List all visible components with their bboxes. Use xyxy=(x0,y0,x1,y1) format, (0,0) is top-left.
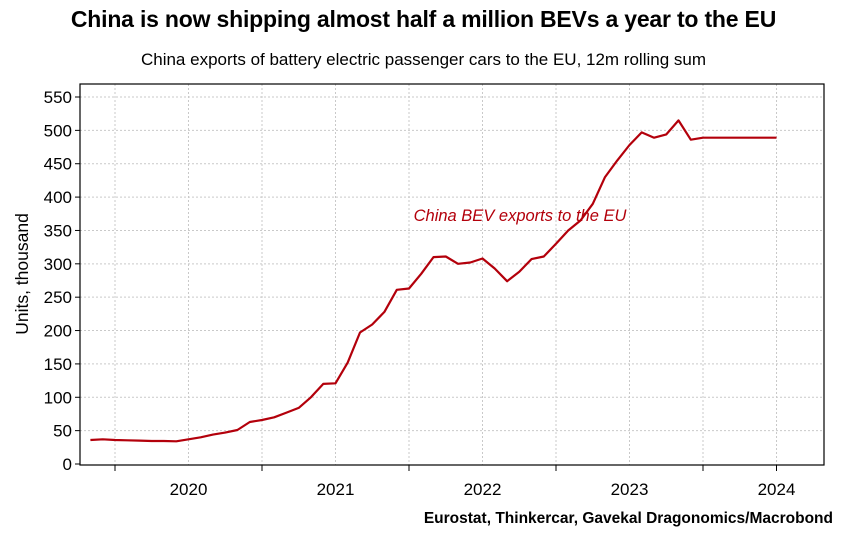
plot-frame xyxy=(79,83,825,466)
y-tick-label: 350 xyxy=(44,221,72,240)
y-tick-label: 150 xyxy=(44,355,72,374)
series-annotation: China BEV exports to the EU xyxy=(414,207,627,225)
x-axis: 2020 2021 2022 2023 2024 xyxy=(114,465,796,499)
x-tick-label: 2024 xyxy=(758,480,796,499)
y-tick-label: 300 xyxy=(44,255,72,274)
y-tick-label: 100 xyxy=(44,388,72,407)
y-tick-label: 250 xyxy=(44,288,72,307)
y-tick-label: 550 xyxy=(44,88,72,107)
x-tick-label: 2020 xyxy=(170,480,208,499)
y-tick-label: 400 xyxy=(44,188,72,207)
chart-subtitle: China exports of battery electric passen… xyxy=(140,50,707,69)
grid-lines xyxy=(80,84,824,465)
x-tick-label: 2022 xyxy=(464,480,502,499)
y-axis-label: Units, thousand xyxy=(12,213,32,335)
y-tick-label: 50 xyxy=(53,422,72,441)
y-tick-label: 500 xyxy=(44,121,72,140)
x-tick-label: 2023 xyxy=(611,480,649,499)
y-tick-label: 450 xyxy=(44,155,72,174)
y-tick-label: 200 xyxy=(44,322,72,341)
series-line xyxy=(90,119,777,443)
series-group xyxy=(90,119,777,443)
y-tick-label: 0 xyxy=(63,455,72,474)
y-axis: 0 50 100 150 200 250 300 350 400 450 500 550 xyxy=(44,88,80,474)
x-tick-label: 2021 xyxy=(317,480,355,499)
source-note: Eurostat, Thinkercar, Gavekal Dragonomic… xyxy=(423,510,833,527)
chart-title: China is now shipping almost half a mill… xyxy=(70,6,777,32)
